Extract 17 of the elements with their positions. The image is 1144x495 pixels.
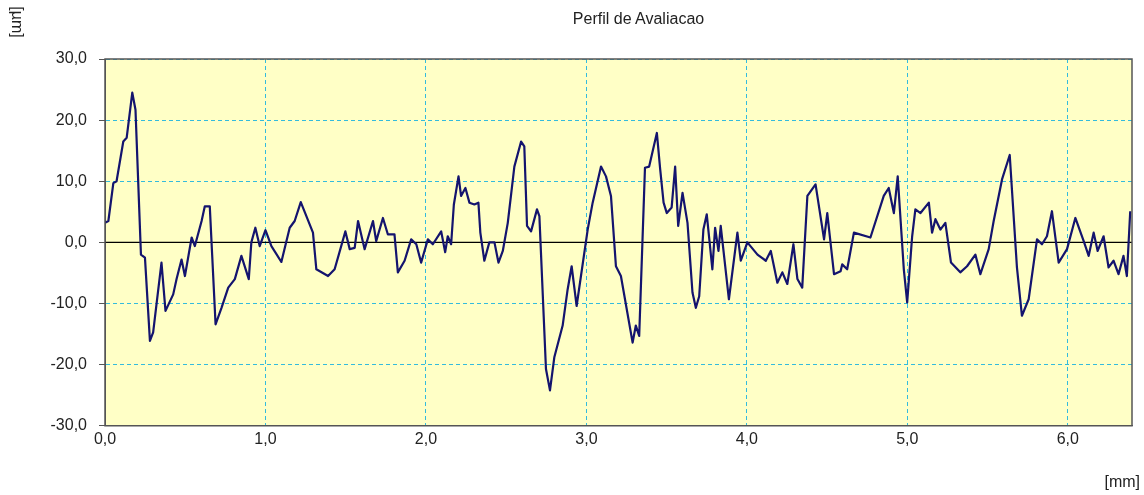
y-tick-label: -30,0 [50, 416, 88, 434]
x-tick-label: 5,0 [896, 429, 919, 447]
y-tick-label: 0,0 [64, 232, 88, 250]
x-tick-label: 2,0 [414, 429, 438, 447]
x-tick-label: 3,0 [575, 429, 598, 447]
chart-title: Perfil de Avaliacao [572, 10, 705, 28]
y-tick-label: 10,0 [55, 171, 88, 189]
y-tick-label: 30,0 [55, 49, 88, 67]
y-tick-label: -20,0 [50, 355, 88, 373]
x-axis-title: [mm] [1104, 473, 1140, 491]
y-axis-title: [µm] [8, 6, 26, 38]
x-tick-label: 6,0 [1056, 429, 1080, 447]
x-tick-label: 0,0 [93, 429, 117, 447]
y-tick-label: -10,0 [50, 293, 88, 311]
x-tick-label: 1,0 [254, 429, 277, 447]
x-tick-label: 4,0 [735, 429, 759, 447]
y-tick-label: 20,0 [55, 110, 88, 128]
